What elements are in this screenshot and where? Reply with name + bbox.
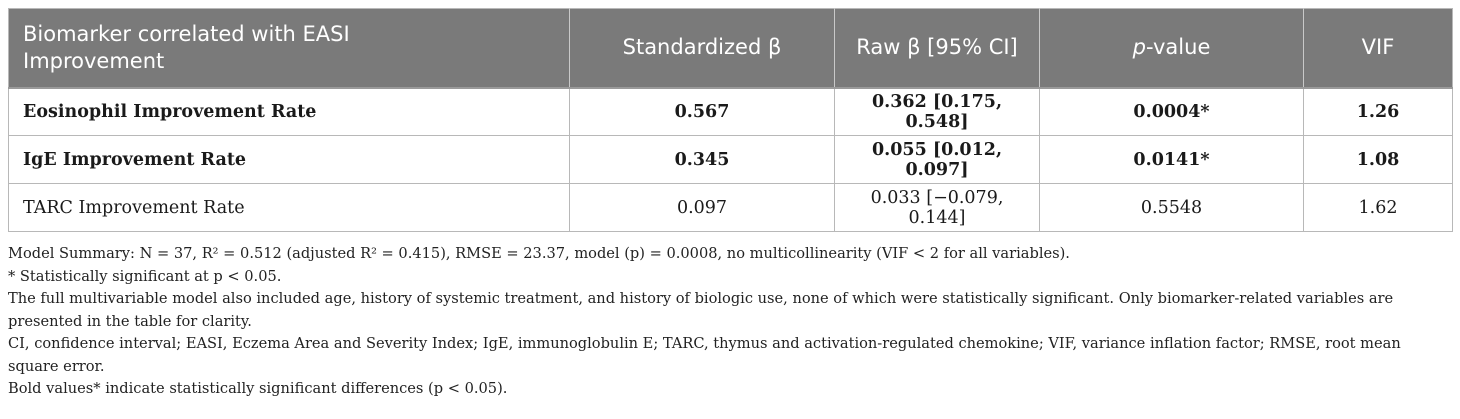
header-biomarker-text: Biomarker correlated with EASI Improveme…: [23, 21, 350, 73]
table-row: Eosinophil Improvement Rate 0.567 0.362 …: [8, 86, 1453, 136]
header-biomarker: Biomarker correlated with EASI Improveme…: [9, 9, 570, 88]
note-significance: * Statistically significant at p < 0.05.: [8, 267, 282, 285]
header-standardized-beta: Standardized β: [569, 8, 835, 88]
cell-std-beta: 0.567: [569, 86, 835, 136]
note-bold-values: Bold values* indicate statistically sign…: [8, 380, 508, 397]
cell-std-beta: 0.345: [569, 135, 835, 184]
header-p-italic: p: [1132, 35, 1146, 60]
header-p-value: p-value: [1039, 8, 1304, 88]
header-raw-beta: Raw β [95% CI]: [834, 8, 1040, 88]
row-label: IgE Improvement Rate: [8, 135, 570, 184]
table-row: TARC Improvement Rate 0.097 0.033 [−0.07…: [8, 183, 1453, 232]
header-vif: VIF: [1303, 8, 1453, 88]
cell-vif: 1.62: [1303, 183, 1453, 232]
table-container: Biomarker correlated with EASI Improveme…: [8, 8, 1453, 232]
cell-p-value: 0.5548: [1039, 183, 1304, 232]
note-model-summary: Model Summary: N = 37, R² = 0.512 (adjus…: [8, 245, 1070, 262]
table-header-row: Biomarker correlated with EASI Improveme…: [8, 8, 1453, 88]
biomarker-table: Biomarker correlated with EASI Improveme…: [8, 8, 1453, 232]
cell-raw-beta: 0.055 [0.012, 0.097]: [834, 135, 1040, 184]
header-p-rest: -value: [1145, 35, 1211, 60]
row-label: TARC Improvement Rate: [8, 183, 570, 232]
note-full-model: The full multivariable model also includ…: [8, 290, 1394, 330]
table-footnotes: Model Summary: N = 37, R² = 0.512 (adjus…: [8, 243, 1452, 401]
table-row: IgE Improvement Rate 0.345 0.055 [0.012,…: [8, 135, 1453, 184]
cell-raw-beta: 0.362 [0.175, 0.548]: [834, 86, 1040, 136]
cell-p-value: 0.0004*: [1039, 86, 1304, 136]
cell-std-beta: 0.097: [569, 183, 835, 232]
cell-vif: 1.08: [1303, 135, 1453, 184]
note-abbreviations: CI, confidence interval; EASI, Eczema Ar…: [8, 335, 1401, 375]
row-label: Eosinophil Improvement Rate: [8, 86, 570, 136]
cell-vif: 1.26: [1303, 86, 1453, 136]
cell-p-value: 0.0141*: [1039, 135, 1304, 184]
cell-raw-beta: 0.033 [−0.079, 0.144]: [834, 183, 1040, 232]
